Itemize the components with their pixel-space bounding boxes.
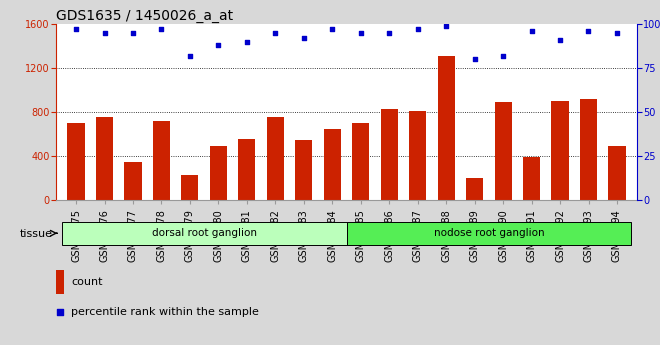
Bar <box>67 123 84 200</box>
Point <box>99 30 110 36</box>
Bar <box>62 222 347 245</box>
Bar <box>346 222 631 245</box>
Bar <box>238 139 255 200</box>
Point <box>469 57 480 62</box>
Point <box>583 28 594 34</box>
Text: dorsal root ganglion: dorsal root ganglion <box>152 228 257 238</box>
Point <box>298 36 309 41</box>
Point <box>213 42 224 48</box>
Text: tissue: tissue <box>20 229 53 239</box>
Point <box>356 30 366 36</box>
Bar <box>323 129 341 200</box>
Bar <box>523 157 540 200</box>
Bar <box>56 270 64 294</box>
Bar <box>153 121 170 200</box>
Point <box>498 53 508 59</box>
Point <box>441 23 451 29</box>
Bar <box>552 101 568 200</box>
Point <box>156 27 167 32</box>
Bar <box>580 99 597 200</box>
Point <box>412 27 423 32</box>
Bar <box>295 140 312 200</box>
Bar <box>267 117 284 200</box>
Point <box>71 27 81 32</box>
Bar <box>409 111 426 200</box>
Bar <box>210 146 227 200</box>
Point <box>55 309 66 315</box>
Point <box>555 37 566 43</box>
Bar <box>609 146 626 200</box>
Point <box>127 30 138 36</box>
Text: nodose root ganglion: nodose root ganglion <box>434 228 544 238</box>
Point <box>242 39 252 45</box>
Point <box>185 53 195 59</box>
Text: count: count <box>71 277 102 287</box>
Bar <box>381 109 398 200</box>
Bar <box>96 117 113 200</box>
Bar <box>494 102 512 200</box>
Text: percentile rank within the sample: percentile rank within the sample <box>71 307 259 317</box>
Bar <box>125 161 141 200</box>
Point <box>612 30 622 36</box>
Text: GDS1635 / 1450026_a_at: GDS1635 / 1450026_a_at <box>56 9 233 23</box>
Bar <box>438 56 455 200</box>
Point <box>384 30 395 36</box>
Point <box>526 28 537 34</box>
Bar <box>466 178 483 200</box>
Point <box>327 27 337 32</box>
Point <box>270 30 280 36</box>
Bar <box>352 123 370 200</box>
Bar <box>182 175 199 200</box>
